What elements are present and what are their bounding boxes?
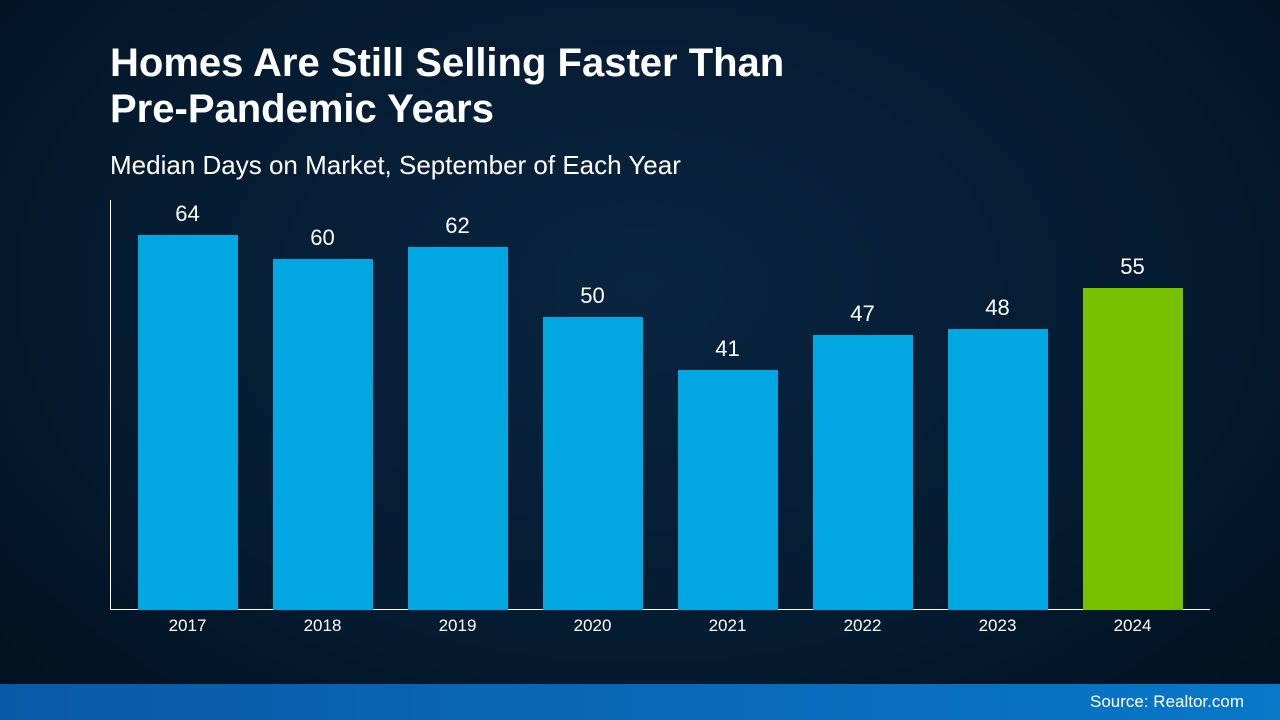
bar-2023: 48	[936, 200, 1059, 610]
chart-title: Homes Are Still Selling Faster Than Pre-…	[110, 40, 784, 132]
x-label: 2023	[936, 610, 1059, 640]
x-label: 2022	[801, 610, 924, 640]
slide: Homes Are Still Selling Faster Than Pre-…	[0, 0, 1280, 720]
value-label: 62	[445, 213, 469, 239]
bar-chart: 64 60 62 50 41 47 48 55 2017 2018 2019 2020 2021 202…	[110, 200, 1210, 640]
bar-2021: 41	[666, 200, 789, 610]
bar	[408, 247, 508, 610]
x-label: 2020	[531, 610, 654, 640]
bar	[948, 329, 1048, 610]
value-label: 41	[715, 336, 739, 362]
x-labels-container: 2017 2018 2019 2020 2021 2022 2023 2024	[110, 610, 1210, 640]
bar-2017: 64	[126, 200, 249, 610]
bar-2022: 47	[801, 200, 924, 610]
footer-bar: Source: Realtor.com	[0, 684, 1280, 720]
title-line-1: Homes Are Still Selling Faster Than	[110, 41, 784, 85]
value-label: 60	[310, 225, 334, 251]
value-label: 47	[850, 301, 874, 327]
bar-2024: 55	[1071, 200, 1194, 610]
bar-2020: 50	[531, 200, 654, 610]
bar	[678, 370, 778, 610]
value-label: 50	[580, 283, 604, 309]
value-label: 55	[1120, 254, 1144, 280]
bar	[138, 235, 238, 610]
x-label: 2024	[1071, 610, 1194, 640]
x-label: 2018	[261, 610, 384, 640]
x-label: 2021	[666, 610, 789, 640]
chart-subtitle: Median Days on Market, September of Each…	[110, 150, 681, 181]
bar-2019: 62	[396, 200, 519, 610]
x-label: 2017	[126, 610, 249, 640]
value-label: 64	[175, 201, 199, 227]
bar	[273, 259, 373, 610]
bars-container: 64 60 62 50 41 47 48 55	[110, 200, 1210, 610]
bar	[813, 335, 913, 610]
value-label: 48	[985, 295, 1009, 321]
bar	[1083, 288, 1183, 610]
title-line-2: Pre-Pandemic Years	[110, 87, 494, 131]
bar-2018: 60	[261, 200, 384, 610]
bar	[543, 317, 643, 610]
source-text: Source: Realtor.com	[1090, 692, 1244, 712]
x-label: 2019	[396, 610, 519, 640]
